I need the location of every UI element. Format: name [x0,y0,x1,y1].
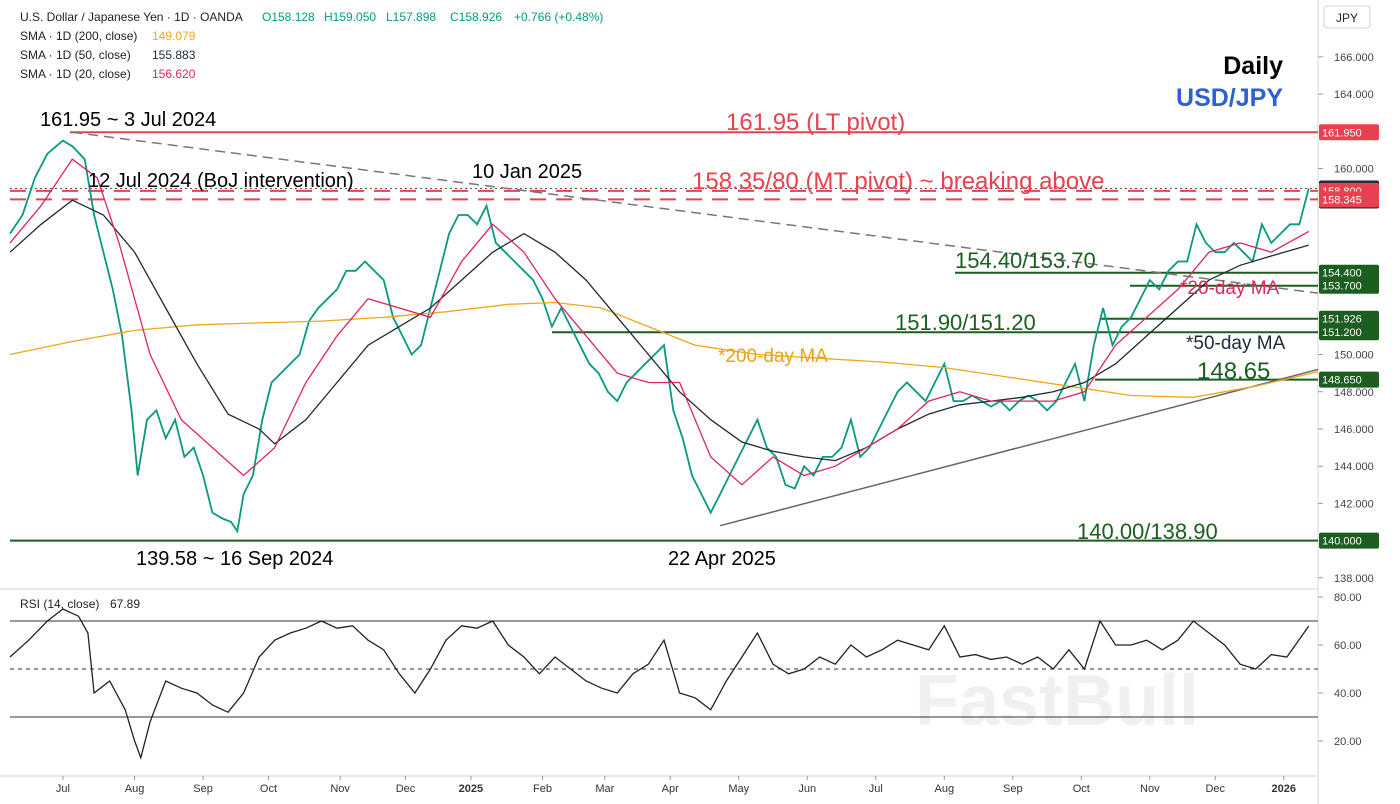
legend-name: SMA · 1D (200, close) [20,29,137,43]
price-badge [1319,324,1379,341]
x-tick-label: Jul [56,783,70,795]
annotation: 161.95 (LT pivot) [726,109,905,136]
x-tick-label: Jun [798,783,816,795]
y-tick-label: 20.00 [1334,736,1362,748]
price-badge-label: 154.400 [1322,268,1362,280]
change: +0.766 (+0.48%) [514,10,603,24]
price-badge [1319,124,1379,141]
price-badge [1319,532,1379,549]
series-line [9,301,1319,398]
ohlc-value: C158.926 [450,10,502,24]
pair: USD/JPY [1176,84,1283,112]
x-tick-label: Nov [330,783,350,795]
ohlc-value: O158.128 [262,10,315,24]
annotation: 154.40/153.70 [955,248,1096,273]
series-line [9,199,1309,462]
timeframe: Daily [1223,52,1283,80]
y-tick-label: 142.000 [1334,498,1374,510]
annotation: 140.00/138.90 [1077,519,1218,544]
x-tick-label: Dec [396,783,416,795]
y-tick-label: 160.000 [1334,164,1374,176]
x-tick-label: Aug [125,783,145,795]
y-tick-label: 166.000 [1334,52,1374,64]
price-badge-label: 151.926 [1322,314,1362,326]
x-tick-label: Dec [1205,783,1225,795]
x-tick-label: 2026 [1272,783,1296,795]
trendline [72,131,1319,294]
trendline [719,368,1319,527]
price-badge-label: 151.200 [1322,327,1362,339]
annotation: *20-day MA [1180,278,1280,299]
y-tick-label: 144.000 [1334,461,1374,473]
series-line [9,608,1310,760]
series-line [9,139,1310,534]
price-badge [1319,371,1379,388]
annotation: *200-day MA [718,346,828,367]
legend-value: 156.620 [152,67,196,81]
annotation: 12 Jul 2024 (BoJ intervention) [88,170,354,192]
annotation: 139.58 ~ 16 Sep 2024 [136,548,333,570]
x-tick-label: Aug [934,783,954,795]
y-tick-label: 40.00 [1334,688,1362,700]
x-tick-label: Nov [1140,783,1160,795]
y-tick-label: 164.000 [1334,89,1374,101]
ohlc-value: L157.898 [386,10,436,24]
x-tick-label: Sep [1003,783,1023,795]
annotation: *50-day MA [1186,333,1286,354]
x-tick-label: 2025 [459,783,483,795]
legend-value: 67.89 [110,597,140,611]
annotation: 158.35/80 (MT pivot) ~ breaking above [692,168,1104,195]
price-badge-label: 140.000 [1322,536,1362,548]
y-tick-label: 80.00 [1334,592,1362,604]
legend-name: SMA · 1D (20, close) [20,67,131,81]
y-tick-label: 146.000 [1334,424,1374,436]
x-tick-label: Sep [193,783,213,795]
legend-value: 149.079 [152,29,196,43]
x-tick-label: Jul [869,783,883,795]
price-badge [1319,264,1379,281]
annotation: 148.65 [1197,358,1270,385]
currency-box [1323,5,1371,29]
annotation: 10 Jan 2025 [472,161,582,183]
price-badge-label: 153.700 [1322,281,1362,293]
annotation: 161.95 ~ 3 Jul 2024 [40,109,216,131]
x-tick-label: Apr [662,783,679,795]
y-tick-label: 148.000 [1334,387,1374,399]
legend-value: 155.883 [152,48,196,62]
x-tick-label: Oct [1073,783,1090,795]
price-badge [1319,191,1379,208]
legend-name: RSI (14, close) [20,597,99,611]
symbol: U.S. Dollar / Japanese Yen · 1D · OANDA [20,10,243,24]
price-badge [1319,310,1379,327]
y-tick-label: 138.000 [1334,573,1374,585]
price-badge-label: 148.650 [1322,375,1362,387]
y-tick-label: 60.00 [1334,640,1362,652]
x-tick-label: Mar [595,783,614,795]
watermark: FastBull [915,661,1199,741]
series-line [9,158,1310,486]
ohlc-value: H159.050 [324,10,376,24]
price-badge-label: 158.345 [1322,194,1362,206]
price-badge-label: 161.950 [1322,127,1362,139]
currency: JPY [1336,11,1358,25]
x-tick-label: Oct [260,783,277,795]
y-tick-label: 150.000 [1334,350,1374,362]
x-tick-label: Feb [533,783,552,795]
annotation: 151.90/151.20 [895,310,1036,335]
legend-name: SMA · 1D (50, close) [20,48,131,62]
annotation: 22 Apr 2025 [668,548,776,570]
price-badge [1319,277,1379,294]
x-tick-label: May [728,783,749,795]
